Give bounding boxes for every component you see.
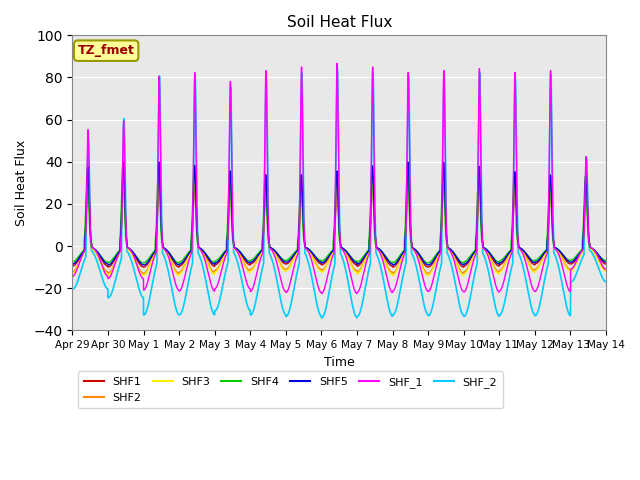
SHF3: [429, 265, 437, 271]
SHF2: [429, 264, 437, 270]
Title: Soil Heat Flux: Soil Heat Flux: [287, 15, 392, 30]
SHF2: [319, 266, 327, 272]
SHF_1: [319, 289, 327, 295]
SHF3: [68, 271, 76, 277]
SHF3: [459, 273, 467, 278]
SHF4: [459, 260, 467, 265]
SHF4: [429, 256, 437, 262]
SHF3: [602, 268, 610, 274]
SHF_1: [317, 290, 325, 296]
SHF_1: [68, 274, 76, 279]
SHF2: [602, 266, 609, 272]
SHF3: [602, 268, 609, 274]
SHF5: [602, 259, 609, 265]
SHF_1: [602, 266, 610, 272]
SHF3: [319, 268, 327, 274]
SHF2: [175, 271, 183, 276]
SHF_1: [602, 266, 609, 272]
SHF2: [602, 266, 610, 272]
SHF3: [175, 273, 182, 278]
SHF5: [319, 260, 327, 265]
SHF1: [490, 257, 497, 263]
SHF_1: [459, 288, 467, 294]
SHF1: [404, 174, 412, 180]
SHF4: [175, 260, 182, 266]
SHF3: [490, 263, 497, 269]
Line: SHF4: SHF4: [72, 164, 606, 263]
Line: SHF1: SHF1: [72, 177, 606, 267]
Legend: SHF1, SHF2, SHF3, SHF4, SHF5, SHF_1, SHF_2: SHF1, SHF2, SHF3, SHF4, SHF5, SHF_1, SHF…: [78, 372, 503, 408]
SHF5: [490, 255, 497, 261]
SHF_2: [164, 268, 172, 274]
SHF3: [155, 166, 163, 171]
SHF_2: [68, 286, 76, 292]
Y-axis label: Soil Heat Flux: Soil Heat Flux: [15, 140, 28, 226]
SHF3: [164, 253, 172, 259]
SHF2: [459, 270, 467, 276]
Line: SHF5: SHF5: [72, 162, 606, 265]
Line: SHF_1: SHF_1: [72, 63, 606, 293]
SHF5: [140, 262, 148, 268]
SHF_1: [429, 276, 437, 282]
SHF2: [164, 252, 172, 258]
SHF4: [319, 257, 327, 263]
SHF4: [490, 254, 497, 260]
SHF4: [602, 258, 609, 264]
SHF_2: [319, 313, 327, 319]
SHF5: [602, 259, 610, 265]
SHF_2: [459, 312, 467, 318]
SHF_1: [490, 272, 497, 278]
SHF_2: [333, 66, 341, 72]
SHF5: [164, 249, 172, 255]
SHF2: [490, 261, 497, 267]
SHF1: [140, 264, 147, 270]
SHF4: [602, 258, 610, 264]
SHF2: [68, 269, 76, 275]
SHF1: [602, 261, 610, 267]
SHF1: [459, 264, 467, 270]
Line: SHF2: SHF2: [72, 173, 606, 274]
SHF_2: [602, 279, 609, 285]
SHF4: [164, 249, 172, 255]
Text: TZ_fmet: TZ_fmet: [77, 44, 134, 57]
SHF5: [68, 261, 76, 267]
Line: SHF_2: SHF_2: [72, 69, 606, 318]
SHF1: [68, 263, 76, 269]
SHF2: [155, 170, 163, 176]
SHF1: [319, 262, 327, 267]
SHF_2: [429, 300, 437, 306]
SHF_2: [318, 315, 326, 321]
SHF1: [429, 259, 437, 265]
SHF_1: [333, 60, 341, 66]
SHF_2: [602, 279, 610, 285]
SHF5: [155, 159, 163, 165]
SHF4: [155, 161, 163, 167]
Line: SHF3: SHF3: [72, 168, 606, 276]
SHF1: [602, 261, 609, 267]
SHF4: [68, 259, 76, 265]
SHF5: [459, 262, 467, 268]
SHF_1: [164, 254, 172, 260]
SHF_2: [490, 293, 497, 299]
SHF5: [429, 258, 437, 264]
SHF1: [164, 250, 172, 256]
X-axis label: Time: Time: [324, 356, 355, 369]
